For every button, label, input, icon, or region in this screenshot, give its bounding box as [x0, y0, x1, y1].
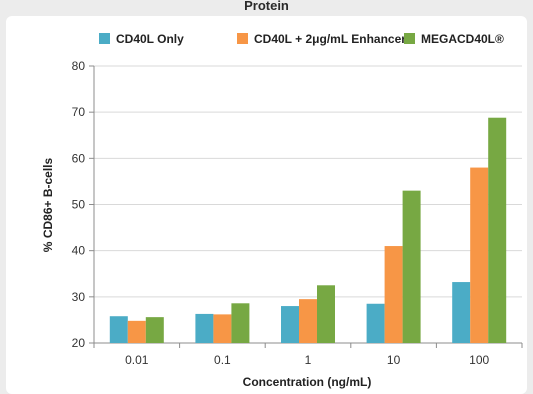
bar-1-10 — [366, 303, 385, 343]
bars — [109, 117, 507, 343]
bar-1-0.1 — [195, 313, 214, 343]
y-axis-label: % CD86+ B-cells — [41, 157, 55, 252]
bar-1-1 — [281, 306, 299, 343]
bar-3-1 — [317, 285, 335, 343]
y-tick-label: 40 — [72, 244, 86, 258]
y-tick-label: 20 — [72, 336, 86, 350]
legend-swatch-3 — [404, 33, 415, 44]
bar-3-100 — [488, 117, 507, 343]
x-tick-label: 0.1 — [214, 353, 231, 367]
x-tick-label: 100 — [469, 353, 489, 367]
y-tick-label: 80 — [72, 59, 86, 73]
bar-1-100 — [452, 282, 471, 343]
bar-1-0.01 — [109, 316, 128, 343]
legend: CD40L Only CD40L + 2μg/mL Enhancer MEGACD4… — [99, 32, 504, 46]
x-tick-label: 1 — [305, 353, 312, 367]
y-tick-label: 50 — [72, 198, 86, 212]
y-tick-label: 60 — [72, 151, 86, 165]
legend-label-2: CD40L + 2μg/mL Enhancer — [254, 32, 406, 46]
x-axis-label: Concentration (ng/mL) — [243, 375, 372, 389]
bar-3-10 — [402, 190, 421, 343]
x-tick-label: 0.01 — [125, 353, 149, 367]
bar-2-0.01 — [127, 320, 146, 343]
legend-swatch-1 — [99, 33, 110, 44]
tick-labels: 20 30 40 50 60 70 80 0.01 0.1 1 10 100 — [72, 59, 490, 367]
legend-label-1: CD40L Only — [116, 32, 184, 46]
bar-2-0.1 — [213, 314, 232, 343]
gridlines — [94, 65, 522, 298]
bar-3-0.01 — [145, 317, 164, 343]
x-tick-label: 10 — [387, 353, 401, 367]
y-tick-label: 70 — [72, 105, 86, 119]
bar-2-10 — [384, 246, 403, 343]
axes — [89, 65, 523, 348]
bar-2-1 — [299, 299, 317, 343]
bar-2-100 — [470, 167, 489, 343]
y-tick-label: 30 — [72, 290, 86, 304]
chart-title: Protein — [244, 0, 289, 13]
legend-swatch-2 — [237, 33, 248, 44]
legend-label-3: MEGACD40L® — [421, 32, 504, 46]
bar-3-0.1 — [231, 303, 250, 343]
